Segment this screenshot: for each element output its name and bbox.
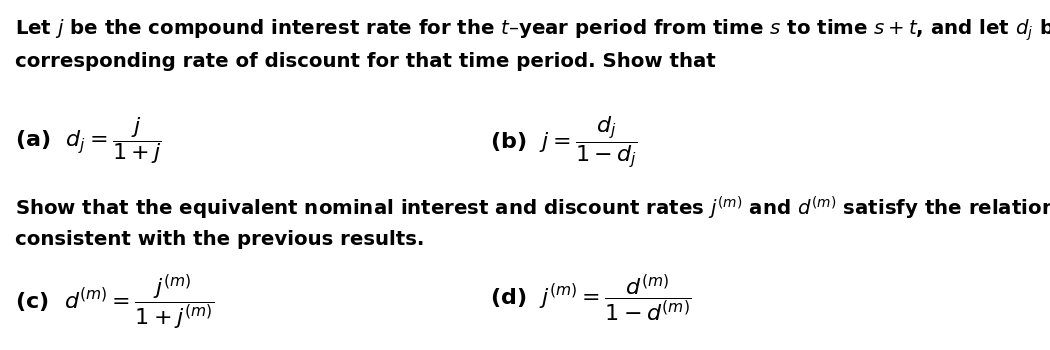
Text: Let $j$ be the compound interest rate for the $t$–year period from time $s$ to t: Let $j$ be the compound interest rate fo…	[15, 18, 1050, 43]
Text: (c)  $d^{(m)} = \dfrac{j^{(m)}}{1 + j^{(m)}}$: (c) $d^{(m)} = \dfrac{j^{(m)}}{1 + j^{(m…	[15, 272, 214, 332]
Text: corresponding rate of discount for that time period. Show that: corresponding rate of discount for that …	[15, 52, 716, 71]
Text: consistent with the previous results.: consistent with the previous results.	[15, 230, 424, 249]
Text: (d)  $j^{(m)} = \dfrac{d^{(m)}}{1 - d^{(m)}}$: (d) $j^{(m)} = \dfrac{d^{(m)}}{1 - d^{(m…	[490, 272, 692, 324]
Text: (a)  $d_j = \dfrac{j}{1 + j}$: (a) $d_j = \dfrac{j}{1 + j}$	[15, 115, 162, 166]
Text: (b)  $j = \dfrac{d_j}{1 - d_j}$: (b) $j = \dfrac{d_j}{1 - d_j}$	[490, 115, 637, 171]
Text: Show that the equivalent nominal interest and discount rates $j^{(m)}$ and $d^{(: Show that the equivalent nominal interes…	[15, 195, 1050, 222]
